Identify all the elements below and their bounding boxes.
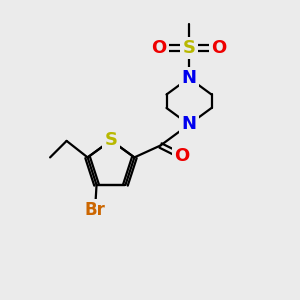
Text: S: S	[104, 131, 118, 149]
Text: O: O	[174, 147, 189, 165]
Text: S: S	[182, 39, 196, 57]
Text: O: O	[152, 39, 166, 57]
Text: O: O	[212, 39, 226, 57]
Text: Br: Br	[85, 201, 106, 219]
Text: N: N	[182, 116, 196, 134]
Text: N: N	[182, 69, 196, 87]
